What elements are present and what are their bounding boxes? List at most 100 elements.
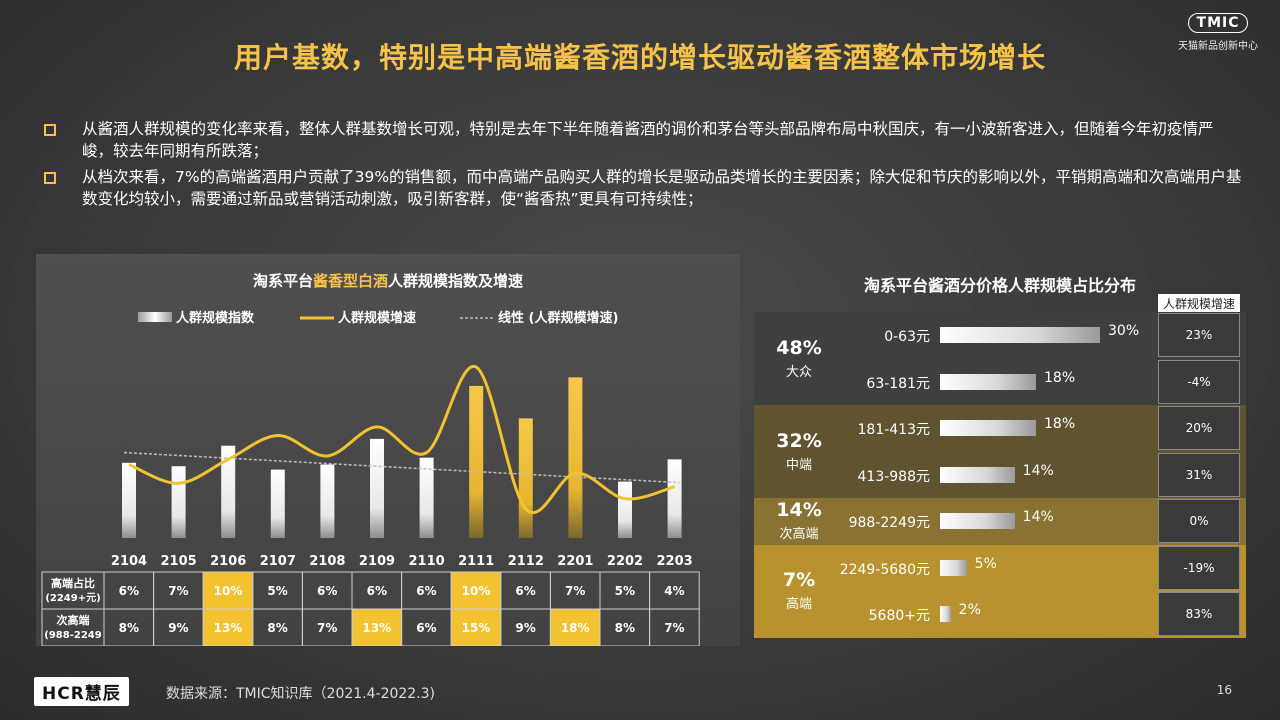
bar xyxy=(270,469,285,538)
x-tick-label: 2112 xyxy=(508,554,544,569)
table-cell-value: 10% xyxy=(214,584,243,598)
growth-cell: 0% xyxy=(1158,499,1240,543)
segment-label: 7% 高端 xyxy=(754,569,844,612)
segment-pct: 7% xyxy=(782,569,816,591)
x-tick-label: 2109 xyxy=(359,554,395,569)
legend-label: 线性 (人群规模增速) xyxy=(498,310,618,326)
legend-label: 人群规模增速 xyxy=(338,310,416,326)
tmic-logo: TMIC 天猫新品创新中心 xyxy=(1170,12,1266,52)
segment-name: 大众 xyxy=(785,364,812,380)
bullet-item: 从酱酒人群规模的变化率来看，整体人群基数增长可观，特别是去年下半年随着酱酒的调价… xyxy=(44,118,1244,162)
price-range-bar xyxy=(940,513,1015,530)
bullet-item: 从档次来看，7%的高端酱酒用户贡献了39%的销售额，而中高端产品购买人群的增长是… xyxy=(44,166,1244,210)
price-range-label: 63-181元 xyxy=(866,375,930,392)
table-cell-value: 5% xyxy=(267,584,287,598)
price-range-label: 413-988元 xyxy=(857,468,931,485)
price-range-bar xyxy=(940,606,951,623)
table-cell-value: 9% xyxy=(168,621,188,635)
tmic-logo-subtitle: 天猫新品创新中心 xyxy=(1178,41,1258,52)
table-cell-value: 15% xyxy=(462,621,491,635)
table-row-label: 次高端 xyxy=(57,613,90,627)
bar xyxy=(221,445,236,538)
x-tick-label: 2104 xyxy=(111,554,147,569)
table-cell-value: 7% xyxy=(317,621,337,635)
bar xyxy=(469,385,484,538)
bar xyxy=(568,377,583,538)
price-range-label: 988-2249元 xyxy=(848,515,930,532)
table-cell-value: 8% xyxy=(267,621,287,635)
bar xyxy=(122,462,136,538)
price-range-label: 0-63元 xyxy=(884,329,930,346)
table-cell-value: 8% xyxy=(615,621,635,635)
bar xyxy=(320,464,335,538)
price-range-value: 18% xyxy=(1044,369,1076,386)
segment-label: 48% 大众 xyxy=(754,337,844,380)
price-range-value: 18% xyxy=(1044,416,1076,433)
table-cell-value: 13% xyxy=(214,621,243,635)
price-range-bar xyxy=(940,373,1036,390)
bullet-square-icon xyxy=(44,172,56,184)
trend-line xyxy=(123,451,680,484)
x-tick-label: 2108 xyxy=(309,554,345,569)
price-range-value: 2% xyxy=(958,602,981,619)
segment-label: 14% 次高端 xyxy=(754,499,844,542)
table-cell-value: 6% xyxy=(317,584,337,598)
table-cell-value: 10% xyxy=(462,584,491,598)
table-cell-value: 4% xyxy=(664,584,684,598)
table-cell xyxy=(202,571,254,610)
left-chart-title-part: 酱香型白酒 xyxy=(313,272,388,290)
segment-pct: 48% xyxy=(776,336,822,359)
table-cell xyxy=(649,608,700,646)
growth-cell: 23% xyxy=(1158,313,1240,357)
bar xyxy=(419,457,434,538)
table-cell-value: 6% xyxy=(515,584,535,598)
x-tick-label: 2107 xyxy=(260,554,296,569)
x-tick-label: 2105 xyxy=(161,554,197,569)
growth-line xyxy=(128,365,676,514)
right-chart-title: 淘系平台酱酒分价格人群规模占比分布 xyxy=(863,276,1136,295)
table-cell xyxy=(450,608,502,646)
price-range-bar xyxy=(940,559,967,576)
table-cell-value: 8% xyxy=(119,621,139,635)
segment-name: 高端 xyxy=(785,597,812,612)
segment-name: 中端 xyxy=(785,457,812,473)
table-cell-value: 5% xyxy=(615,584,635,598)
page-title: 用户基数，特别是中高端酱香酒的增长驱动酱香酒整体市场增长 xyxy=(233,41,1046,74)
table-cell-value: 7% xyxy=(565,584,585,598)
x-tick-label: 2201 xyxy=(557,554,593,569)
growth-cell: -4% xyxy=(1158,359,1240,404)
price-range-label: 181-413元 xyxy=(857,422,931,439)
table-row-label: (988-2249 xyxy=(44,630,101,641)
bar xyxy=(370,438,384,538)
bar xyxy=(618,481,632,538)
table-cell-value: 6% xyxy=(416,621,436,635)
bullet-list: 从酱酒人群规模的变化率来看，整体人群基数增长可观，特别是去年下半年随着酱酒的调价… xyxy=(44,118,1244,214)
growth-cell: 20% xyxy=(1158,406,1240,450)
growth-cell: -19% xyxy=(1158,545,1240,590)
table-row-label: (2249+元) xyxy=(45,592,100,604)
x-tick-label: 2106 xyxy=(210,554,246,569)
table-cell-value: 13% xyxy=(362,621,391,635)
legend-swatch-bar xyxy=(138,312,172,322)
x-tick-label: 2202 xyxy=(607,554,643,569)
bar xyxy=(518,418,533,538)
price-range-bar xyxy=(940,420,1036,437)
price-range-label: 5680+元 xyxy=(868,608,930,625)
segment-name: 次高端 xyxy=(779,527,819,543)
x-tick-label: 2111 xyxy=(458,554,494,569)
bar xyxy=(667,459,682,538)
price-range-value: 14% xyxy=(1022,462,1054,479)
growth-header: 人群规模增速 xyxy=(1158,294,1240,314)
left-chart-title-part: 人群规模指数及增速 xyxy=(388,272,523,290)
growth-cell: 31% xyxy=(1158,452,1240,497)
price-range-bar xyxy=(940,327,1100,344)
table-row-label: 高端占比 xyxy=(51,576,95,590)
table-cell-value: 9% xyxy=(515,621,535,635)
table-cell-value: 6% xyxy=(367,584,387,598)
price-range-value: 5% xyxy=(974,555,997,572)
price-range-bar xyxy=(940,466,1015,483)
left-chart-title: 淘系平台酱香型白酒人群规模指数及增速 xyxy=(252,272,523,290)
segment-pct: 14% xyxy=(776,499,822,522)
table-cell-value: 18% xyxy=(561,621,590,635)
bullet-text: 从酱酒人群规模的变化率来看，整体人群基数增长可观，特别是去年下半年随着酱酒的调价… xyxy=(82,120,1214,160)
